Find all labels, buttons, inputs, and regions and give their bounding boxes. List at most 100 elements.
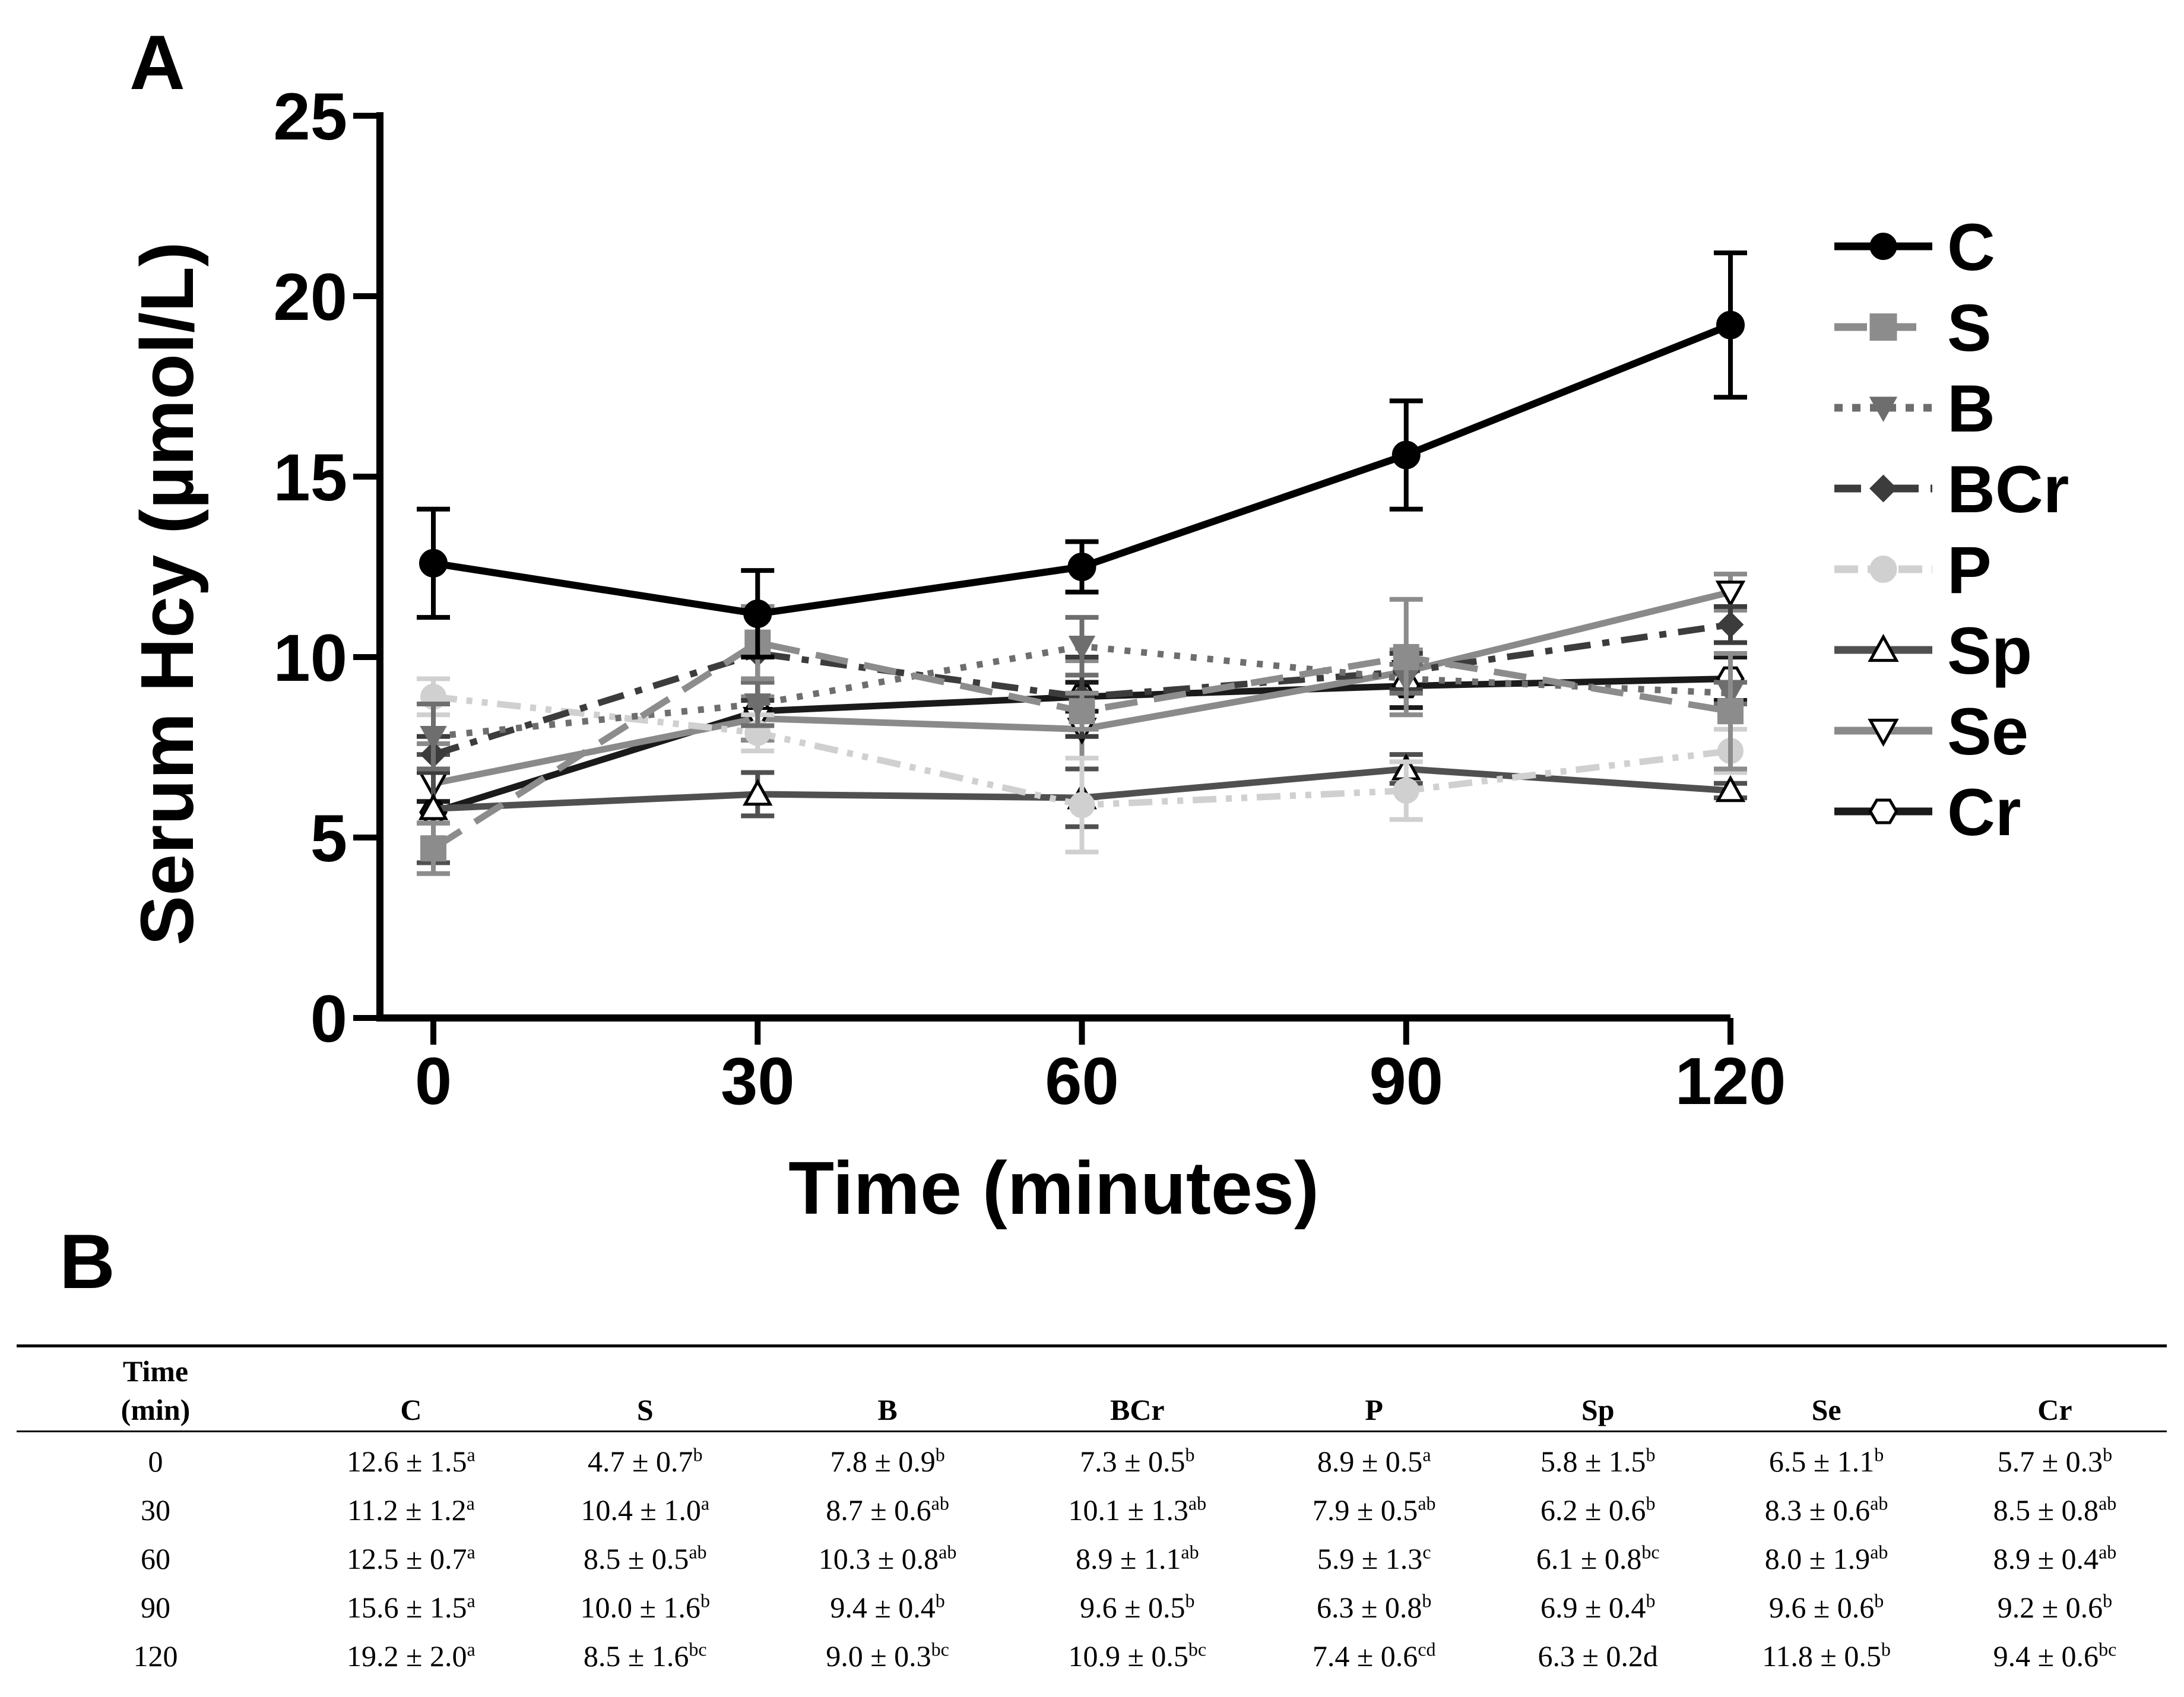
value-text: 8.5 ± 0.8 <box>1993 1493 2099 1527</box>
value-text: 8.5 ± 0.5 <box>583 1542 689 1575</box>
value-text: 10.1 ± 1.3 <box>1068 1493 1188 1527</box>
value-cell: 11.8 ± 0.5b <box>1710 1632 1943 1680</box>
significance-letter: cd <box>1418 1638 1436 1660</box>
table-row: 0 12.6 ± 1.5a 4.7 ± 0.7b 7.8 ± 0.9b 7.3 ± 0.… <box>17 1432 2167 1486</box>
value-cell: 7.3 ± 0.5b <box>1012 1432 1262 1486</box>
value-cell: 9.2 ± 0.6b <box>1943 1583 2167 1632</box>
value-text: 8.3 ± 0.6 <box>1764 1493 1871 1527</box>
significance-letter: b <box>1646 1492 1656 1514</box>
legend-marker <box>1868 718 1899 747</box>
value-cell: 6.9 ± 0.4b <box>1486 1583 1710 1632</box>
value-text: 10.9 ± 0.5 <box>1068 1639 1188 1673</box>
value-text: 8.7 ± 0.6 <box>826 1493 931 1527</box>
value-text: 8.9 ± 1.1 <box>1075 1542 1181 1575</box>
panel-a-label: A <box>129 19 185 106</box>
legend-label: S <box>1947 291 1992 365</box>
legend-marker <box>1869 397 1898 423</box>
value-text: 11.8 ± 0.5 <box>1762 1639 1881 1673</box>
value-cell: 11.2 ± 1.2a <box>294 1486 528 1534</box>
time-cell: 120 <box>133 1639 178 1673</box>
data-point <box>1715 775 1746 802</box>
value-cell: 8.5 ± 0.8ab <box>1943 1486 2167 1534</box>
significance-letter: a <box>1422 1444 1431 1466</box>
value-cell: 8.5 ± 0.5ab <box>528 1534 763 1583</box>
value-cell: 9.6 ± 0.5b <box>1012 1583 1262 1632</box>
value-cell: 4.7 ± 0.7b <box>528 1432 763 1486</box>
significance-letter: b <box>693 1444 703 1466</box>
value-text: 6.2 ± 0.6 <box>1540 1493 1646 1527</box>
significance-letter: ab <box>1870 1541 1888 1563</box>
value-text: 7.8 ± 0.9 <box>830 1445 936 1478</box>
legend-item-c: C <box>1834 210 1995 284</box>
table-row: 30 11.2 ± 1.2a 10.4 ± 1.0a 8.7 ± 0.6ab 10.1 … <box>17 1486 2167 1534</box>
significance-letter: a <box>466 1492 475 1514</box>
value-cell: 10.3 ± 0.8ab <box>763 1534 1013 1583</box>
value-text: 8.9 ± 0.5 <box>1317 1445 1423 1478</box>
legend-label: Se <box>1947 694 2028 769</box>
significance-letter: a <box>467 1541 476 1563</box>
value-text: 5.9 ± 1.3 <box>1317 1542 1423 1575</box>
value-text: 10.4 ± 1.0 <box>581 1493 701 1527</box>
value-cell: 19.2 ± 2.0a <box>294 1632 528 1680</box>
series-c <box>417 250 1747 659</box>
table-row: 60 12.5 ± 0.7a 8.5 ± 0.5ab 10.3 ± 0.8ab 8.9 … <box>17 1534 2167 1583</box>
y-tick-label: 20 <box>273 260 347 334</box>
data-point <box>1715 581 1746 608</box>
significance-letter: b <box>1185 1590 1195 1612</box>
data-point <box>1069 792 1095 819</box>
y-tick-label: 5 <box>310 801 347 876</box>
value-text: 7.4 ± 0.6 <box>1312 1639 1418 1673</box>
value-cell: 10.9 ± 0.5bc <box>1012 1632 1262 1680</box>
significance-letter: bc <box>1188 1638 1207 1660</box>
column-header: S <box>527 1390 763 1432</box>
significance-letter: b <box>1881 1638 1891 1660</box>
value-cell: 6.5 ± 1.1b <box>1710 1432 1943 1486</box>
significance-letter: b <box>1646 1444 1656 1466</box>
column-header: Se <box>1710 1390 1943 1432</box>
table-body: 0 12.6 ± 1.5a 4.7 ± 0.7b 7.8 ± 0.9b 7.3 ± 0.… <box>17 1432 2167 1681</box>
column-header: P <box>1262 1390 1486 1432</box>
value-cell: 8.5 ± 1.6bc <box>528 1632 763 1680</box>
x-tick-label: 0 <box>415 1044 452 1118</box>
value-text: 9.0 ± 0.3 <box>826 1639 931 1673</box>
significance-letter: ab <box>1870 1492 1888 1514</box>
value-cell: 8.9 ± 0.5a <box>1262 1432 1486 1486</box>
significance-letter: a <box>467 1444 476 1466</box>
value-text: 11.2 ± 1.2 <box>347 1493 467 1527</box>
significance-letter: bc <box>931 1638 949 1660</box>
value-text: 7.3 ± 0.5 <box>1080 1445 1185 1478</box>
value-cell: 5.9 ± 1.3c <box>1262 1534 1486 1583</box>
value-text: 6.1 ± 0.8 <box>1536 1542 1642 1575</box>
data-point <box>1068 635 1096 660</box>
y-tick-label: 10 <box>273 621 347 695</box>
data-point <box>418 793 449 820</box>
value-text: 9.6 ± 0.5 <box>1080 1591 1185 1624</box>
data-point <box>420 835 446 862</box>
significance-letter: b <box>1185 1444 1195 1466</box>
value-cell: 15.6 ± 1.5a <box>294 1583 528 1632</box>
data-point <box>1069 698 1095 725</box>
significance-letter: ab <box>1188 1492 1207 1514</box>
value-text: 9.2 ± 0.6 <box>1997 1591 2103 1624</box>
legend-item-cr: Cr <box>1834 775 2021 849</box>
significance-letter: ab <box>689 1541 707 1563</box>
column-header: BCr <box>1012 1390 1263 1432</box>
column-header: Cr <box>1942 1390 2167 1432</box>
significance-letter: bc <box>2099 1638 2117 1660</box>
panel-b-label: B <box>59 1218 115 1305</box>
significance-letter: c <box>1422 1541 1431 1563</box>
significance-letter: ab <box>931 1492 949 1514</box>
value-text: 12.6 ± 1.5 <box>347 1445 467 1478</box>
y-tick-label: 25 <box>273 80 347 154</box>
value-cell: 6.2 ± 0.6b <box>1486 1486 1710 1534</box>
value-text: 8.0 ± 1.9 <box>1764 1542 1871 1575</box>
data-point <box>1716 310 1745 340</box>
data-table: Time (min) C S B BCr P Sp Se Cr 0 12.6 ± 1.5a 4.7… <box>17 1344 2167 1680</box>
table-header-row-1: Time <box>17 1344 2167 1390</box>
value-text: 19.2 ± 2.0 <box>347 1639 467 1673</box>
y-tick-label: 0 <box>310 982 347 1056</box>
data-point <box>744 693 771 718</box>
legend-marker <box>1868 798 1898 824</box>
legend-item-sp: Sp <box>1834 614 2032 688</box>
